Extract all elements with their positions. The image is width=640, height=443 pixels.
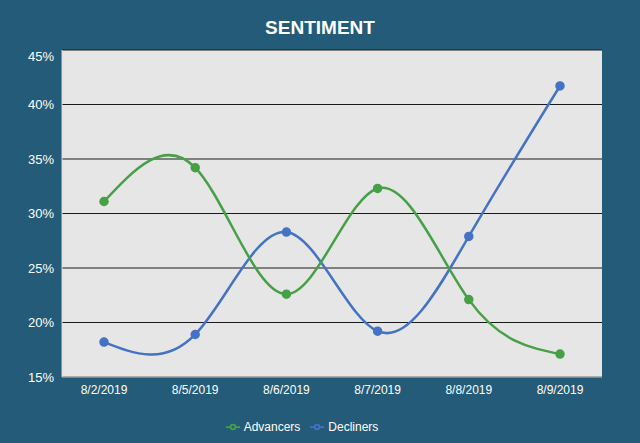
svg-text:8/7/2019: 8/7/2019 xyxy=(354,383,401,397)
html-text:Advancers: Advancers xyxy=(243,420,301,434)
svg-text:35%: 35% xyxy=(28,152,54,167)
svg-text:15%: 15% xyxy=(28,370,54,385)
svg-text:20%: 20% xyxy=(28,315,54,330)
svg-text:8/5/2019: 8/5/2019 xyxy=(172,383,219,397)
html-text:Decliners: Decliners xyxy=(328,420,379,434)
html-text:SENTIMENT: SENTIMENT xyxy=(265,17,375,38)
svg-text:8/9/2019: 8/9/2019 xyxy=(537,383,584,397)
svg-text:40%: 40% xyxy=(28,97,54,112)
svg-text:8/8/2019: 8/8/2019 xyxy=(445,383,492,397)
svg-text:8/6/2019: 8/6/2019 xyxy=(263,383,310,397)
svg-text:8/2/2019: 8/2/2019 xyxy=(81,383,128,397)
svg-text:30%: 30% xyxy=(28,206,54,221)
svg-text:45%: 45% xyxy=(28,49,54,64)
svg-text:25%: 25% xyxy=(28,261,54,276)
